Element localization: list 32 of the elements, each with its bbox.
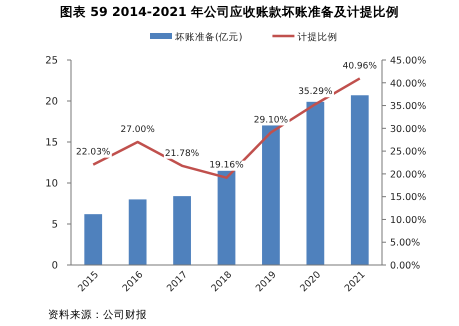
y2-tick-label: 10.00% bbox=[390, 214, 426, 226]
y-tick-label: 10 bbox=[45, 178, 58, 190]
y-tick-label: 25 bbox=[45, 56, 58, 66]
y2-tick-label: 5.00% bbox=[390, 238, 420, 249]
data-label: 27.00% bbox=[120, 125, 156, 135]
y2-tick-label: 20.00% bbox=[390, 169, 426, 180]
y-tick-label: 5 bbox=[52, 220, 58, 230]
data-label: 21.78% bbox=[164, 148, 200, 159]
legend-label: 计提比例 bbox=[297, 31, 338, 43]
data-label: 19.16% bbox=[209, 160, 244, 171]
y2-tick-label: 45.00% bbox=[390, 56, 426, 66]
y2-tick-label: 15.00% bbox=[390, 192, 426, 204]
bar bbox=[350, 95, 369, 265]
data-label: 22.03% bbox=[76, 148, 111, 158]
legend-label: 坏账准备(亿元) bbox=[174, 31, 242, 43]
y2-tick-label: 35.00% bbox=[390, 101, 426, 112]
y-tick-label: 15 bbox=[45, 138, 58, 148]
y2-tick-label: 0.00% bbox=[390, 260, 420, 272]
y2-tick-label: 40.00% bbox=[390, 78, 426, 90]
y2-tick-label: 25.00% bbox=[390, 146, 426, 158]
chart-title: 图表 59 2014-2021 年公司应收账款坏账准备及计提比例 bbox=[60, 4, 400, 19]
y-tick-label: 20 bbox=[45, 96, 58, 108]
bar bbox=[173, 196, 191, 265]
bar bbox=[84, 214, 102, 265]
text: 资料来源：公司财报 bbox=[48, 308, 147, 321]
bar bbox=[306, 102, 324, 265]
bar bbox=[128, 199, 147, 265]
y-tick-label: 0 bbox=[52, 260, 58, 272]
data-label: 29.10% bbox=[254, 115, 289, 126]
data-label: 35.29% bbox=[298, 87, 333, 98]
y2-tick-label: 30.00% bbox=[390, 124, 426, 135]
data-label: 40.96% bbox=[342, 61, 378, 72]
